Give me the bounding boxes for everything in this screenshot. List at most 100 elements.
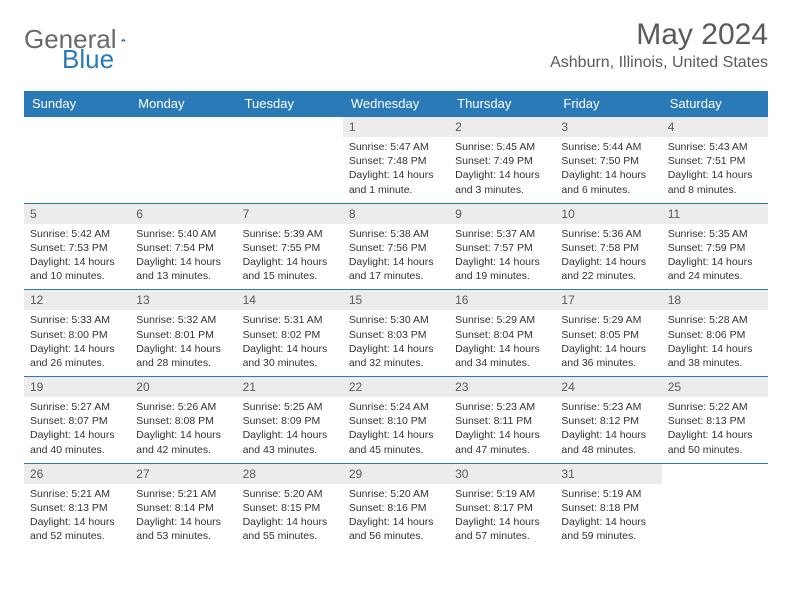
- calendar-body: 1Sunrise: 5:47 AMSunset: 7:48 PMDaylight…: [24, 117, 768, 550]
- sunrise: Sunrise: 5:43 AM: [668, 140, 762, 154]
- daylight: Daylight: 14 hours and 10 minutes.: [30, 255, 124, 283]
- daylight: Daylight: 14 hours and 22 minutes.: [561, 255, 655, 283]
- calendar-row: 12Sunrise: 5:33 AMSunset: 8:00 PMDayligh…: [24, 290, 768, 377]
- daylight: Daylight: 14 hours and 36 minutes.: [561, 342, 655, 370]
- daylight: Daylight: 14 hours and 50 minutes.: [668, 428, 762, 456]
- day-number: 13: [130, 290, 236, 310]
- day-info: Sunrise: 5:29 AMSunset: 8:04 PMDaylight:…: [449, 310, 555, 376]
- calendar-cell: 1Sunrise: 5:47 AMSunset: 7:48 PMDaylight…: [343, 117, 449, 204]
- calendar-row: 26 Sunrise: 5:21 AM Sunset: 8:13 PMDayligh…: [24, 463, 768, 549]
- day-number: 21: [237, 377, 343, 397]
- sunrise: Sunrise: 5:36 AM: [561, 227, 655, 241]
- calendar-cell: 27Sunrise: 5:21 AMSunset: 8:14 PMDayligh…: [130, 463, 236, 549]
- weekday-header: Tuesday: [237, 91, 343, 117]
- sunset: Sunset: 8:11 PM: [455, 414, 549, 428]
- day-info: Sunrise: 5:20 AMSunset: 8:16 PMDaylight:…: [343, 484, 449, 550]
- daylight: Daylight: 14 hours and 40 minutes.: [30, 428, 124, 456]
- sunset: Sunset: 8:09 PM: [243, 414, 337, 428]
- daylight: Daylight: 14 hours and 19 minutes.: [455, 255, 549, 283]
- sunset: Sunset: 8:15 PM: [243, 501, 337, 515]
- sunrise: Sunrise: 5:33 AM: [30, 313, 124, 327]
- weekday-header: Wednesday: [343, 91, 449, 117]
- sunset: Sunset: 8:16 PM: [349, 501, 443, 515]
- daylight: Daylight: 14 hours and 6 minutes.: [561, 168, 655, 196]
- daylight: Daylight: 14 hours and 38 minutes.: [668, 342, 762, 370]
- daylight: Daylight: 14 hours and 42 minutes.: [136, 428, 230, 456]
- day-info: Sunrise: 5:29 AMSunset: 8:05 PMDaylight:…: [555, 310, 661, 376]
- sunset: Sunset: 8:08 PM: [136, 414, 230, 428]
- sunset: Sunset: 8:18 PM: [561, 501, 655, 515]
- day-info: Sunrise: 5:19 AMSunset: 8:18 PMDaylight:…: [555, 484, 661, 550]
- sunset: Sunset: 8:00 PM: [30, 328, 124, 342]
- calendar-cell: 16Sunrise: 5:29 AMSunset: 8:04 PMDayligh…: [449, 290, 555, 377]
- day-number: 23: [449, 377, 555, 397]
- sunset: Sunset: 8:01 PM: [136, 328, 230, 342]
- day-info: Sunrise: 5:39 AMSunset: 7:55 PMDaylight:…: [237, 224, 343, 290]
- sunrise: Sunrise: 5:21 AM: [136, 487, 230, 501]
- calendar-cell: 28Sunrise: 5:20 AMSunset: 8:15 PMDayligh…: [237, 463, 343, 549]
- sunrise: Sunrise: 5:25 AM: [243, 400, 337, 414]
- sunrise: Sunrise: 5:35 AM: [668, 227, 762, 241]
- sunset: Sunset: 7:53 PM: [30, 241, 124, 255]
- sunset: Sunset: 7:51 PM: [668, 154, 762, 168]
- sunset: Sunset: 8:13 PM: [30, 501, 124, 515]
- day-number: 5: [24, 204, 130, 224]
- day-info: Sunrise: 5:28 AMSunset: 8:06 PMDaylight:…: [662, 310, 768, 376]
- calendar-table: SundayMondayTuesdayWednesdayThursdayFrid…: [24, 91, 768, 549]
- sunrise: Sunrise: 5:37 AM: [455, 227, 549, 241]
- day-number: 26: [24, 464, 130, 484]
- day-info: Sunrise: 5:38 AMSunset: 7:56 PMDaylight:…: [343, 224, 449, 290]
- day-info: Sunrise: 5:30 AMSunset: 8:03 PMDaylight:…: [343, 310, 449, 376]
- day-info: Sunrise: 5:19 AMSunset: 8:17 PMDaylight:…: [449, 484, 555, 550]
- day-info: Sunrise: 5:32 AMSunset: 8:01 PMDaylight:…: [130, 310, 236, 376]
- sunset: Sunset: 7:57 PM: [455, 241, 549, 255]
- calendar-cell: 26Sunrise: 5:21 AMSunset: 8:13 PMDayligh…: [24, 463, 130, 549]
- calendar-cell: 12Sunrise: 5:33 AMSunset: 8:00 PMDayligh…: [24, 290, 130, 377]
- sunset: Sunset: 7:50 PM: [561, 154, 655, 168]
- sunrise: Sunrise: 5:39 AM: [243, 227, 337, 241]
- calendar-cell: 8Sunrise: 5:38 AMSunset: 7:56 PMDaylight…: [343, 203, 449, 290]
- day-number: 22: [343, 377, 449, 397]
- calendar-cell: 21Sunrise: 5:25 AMSunset: 8:09 PMDayligh…: [237, 377, 343, 464]
- calendar-cell: 29Sunrise: 5:20 AMSunset: 8:16 PMDayligh…: [343, 463, 449, 549]
- sunset: Sunset: 7:54 PM: [136, 241, 230, 255]
- day-info: Sunrise: 5:20 AMSunset: 8:15 PMDaylight:…: [237, 484, 343, 550]
- day-number: 24: [555, 377, 661, 397]
- day-number: 6: [130, 204, 236, 224]
- sunrise: Sunrise: 5:45 AM: [455, 140, 549, 154]
- day-number: 29: [343, 464, 449, 484]
- calendar-cell: 15Sunrise: 5:30 AMSunset: 8:03 PMDayligh…: [343, 290, 449, 377]
- calendar-cell: 5Sunrise: 5:42 AMSunset: 7:53 PMDaylight…: [24, 203, 130, 290]
- calendar-cell: 4Sunrise: 5:43 AMSunset: 7:51 PMDaylight…: [662, 117, 768, 204]
- weekday-header: Monday: [130, 91, 236, 117]
- sunset: Sunset: 8:14 PM: [136, 501, 230, 515]
- day-info: Sunrise: 5:45 AMSunset: 7:49 PMDaylight:…: [449, 137, 555, 203]
- calendar-row: 5Sunrise: 5:42 AMSunset: 7:53 PMDaylight…: [24, 203, 768, 290]
- day-info: Sunrise: 5:42 AMSunset: 7:53 PMDaylight:…: [24, 224, 130, 290]
- calendar-row: 19Sunrise: 5:27 AMSunset: 8:07 PMDayligh…: [24, 377, 768, 464]
- daylight: Daylight: 14 hours and 34 minutes.: [455, 342, 549, 370]
- sunset: Sunset: 8:17 PM: [455, 501, 549, 515]
- daylight: Daylight: 14 hours and 32 minutes.: [349, 342, 443, 370]
- sunrise: Sunrise: 5:23 AM: [561, 400, 655, 414]
- day-number: 4: [662, 117, 768, 137]
- day-number: 17: [555, 290, 661, 310]
- sunrise: Sunrise: 5:20 AM: [243, 487, 337, 501]
- calendar-cell: [237, 117, 343, 204]
- calendar-cell: 31Sunrise: 5:19 AMSunset: 8:18 PMDayligh…: [555, 463, 661, 549]
- sunset: Sunset: 8:12 PM: [561, 414, 655, 428]
- day-info: Sunrise: 5:40 AMSunset: 7:54 PMDaylight:…: [130, 224, 236, 290]
- calendar-cell: 20Sunrise: 5:26 AMSunset: 8:08 PMDayligh…: [130, 377, 236, 464]
- day-info: Sunrise: 5:25 AMSunset: 8:09 PMDaylight:…: [237, 397, 343, 463]
- day-number: 9: [449, 204, 555, 224]
- day-info: Sunrise: 5:26 AMSunset: 8:08 PMDaylight:…: [130, 397, 236, 463]
- sunrise: Sunrise: 5:30 AM: [349, 313, 443, 327]
- day-info: Sunrise: 5:22 AMSunset: 8:13 PMDaylight:…: [662, 397, 768, 463]
- sunrise: Sunrise: 5:28 AM: [668, 313, 762, 327]
- daylight: Daylight: 14 hours and 52 minutes.: [30, 515, 124, 543]
- day-number: 10: [555, 204, 661, 224]
- daylight: Daylight: 14 hours and 43 minutes.: [243, 428, 337, 456]
- sunset: Sunset: 8:02 PM: [243, 328, 337, 342]
- sunrise: Sunrise: 5:32 AM: [136, 313, 230, 327]
- day-info: Sunrise: 5:43 AMSunset: 7:51 PMDaylight:…: [662, 137, 768, 203]
